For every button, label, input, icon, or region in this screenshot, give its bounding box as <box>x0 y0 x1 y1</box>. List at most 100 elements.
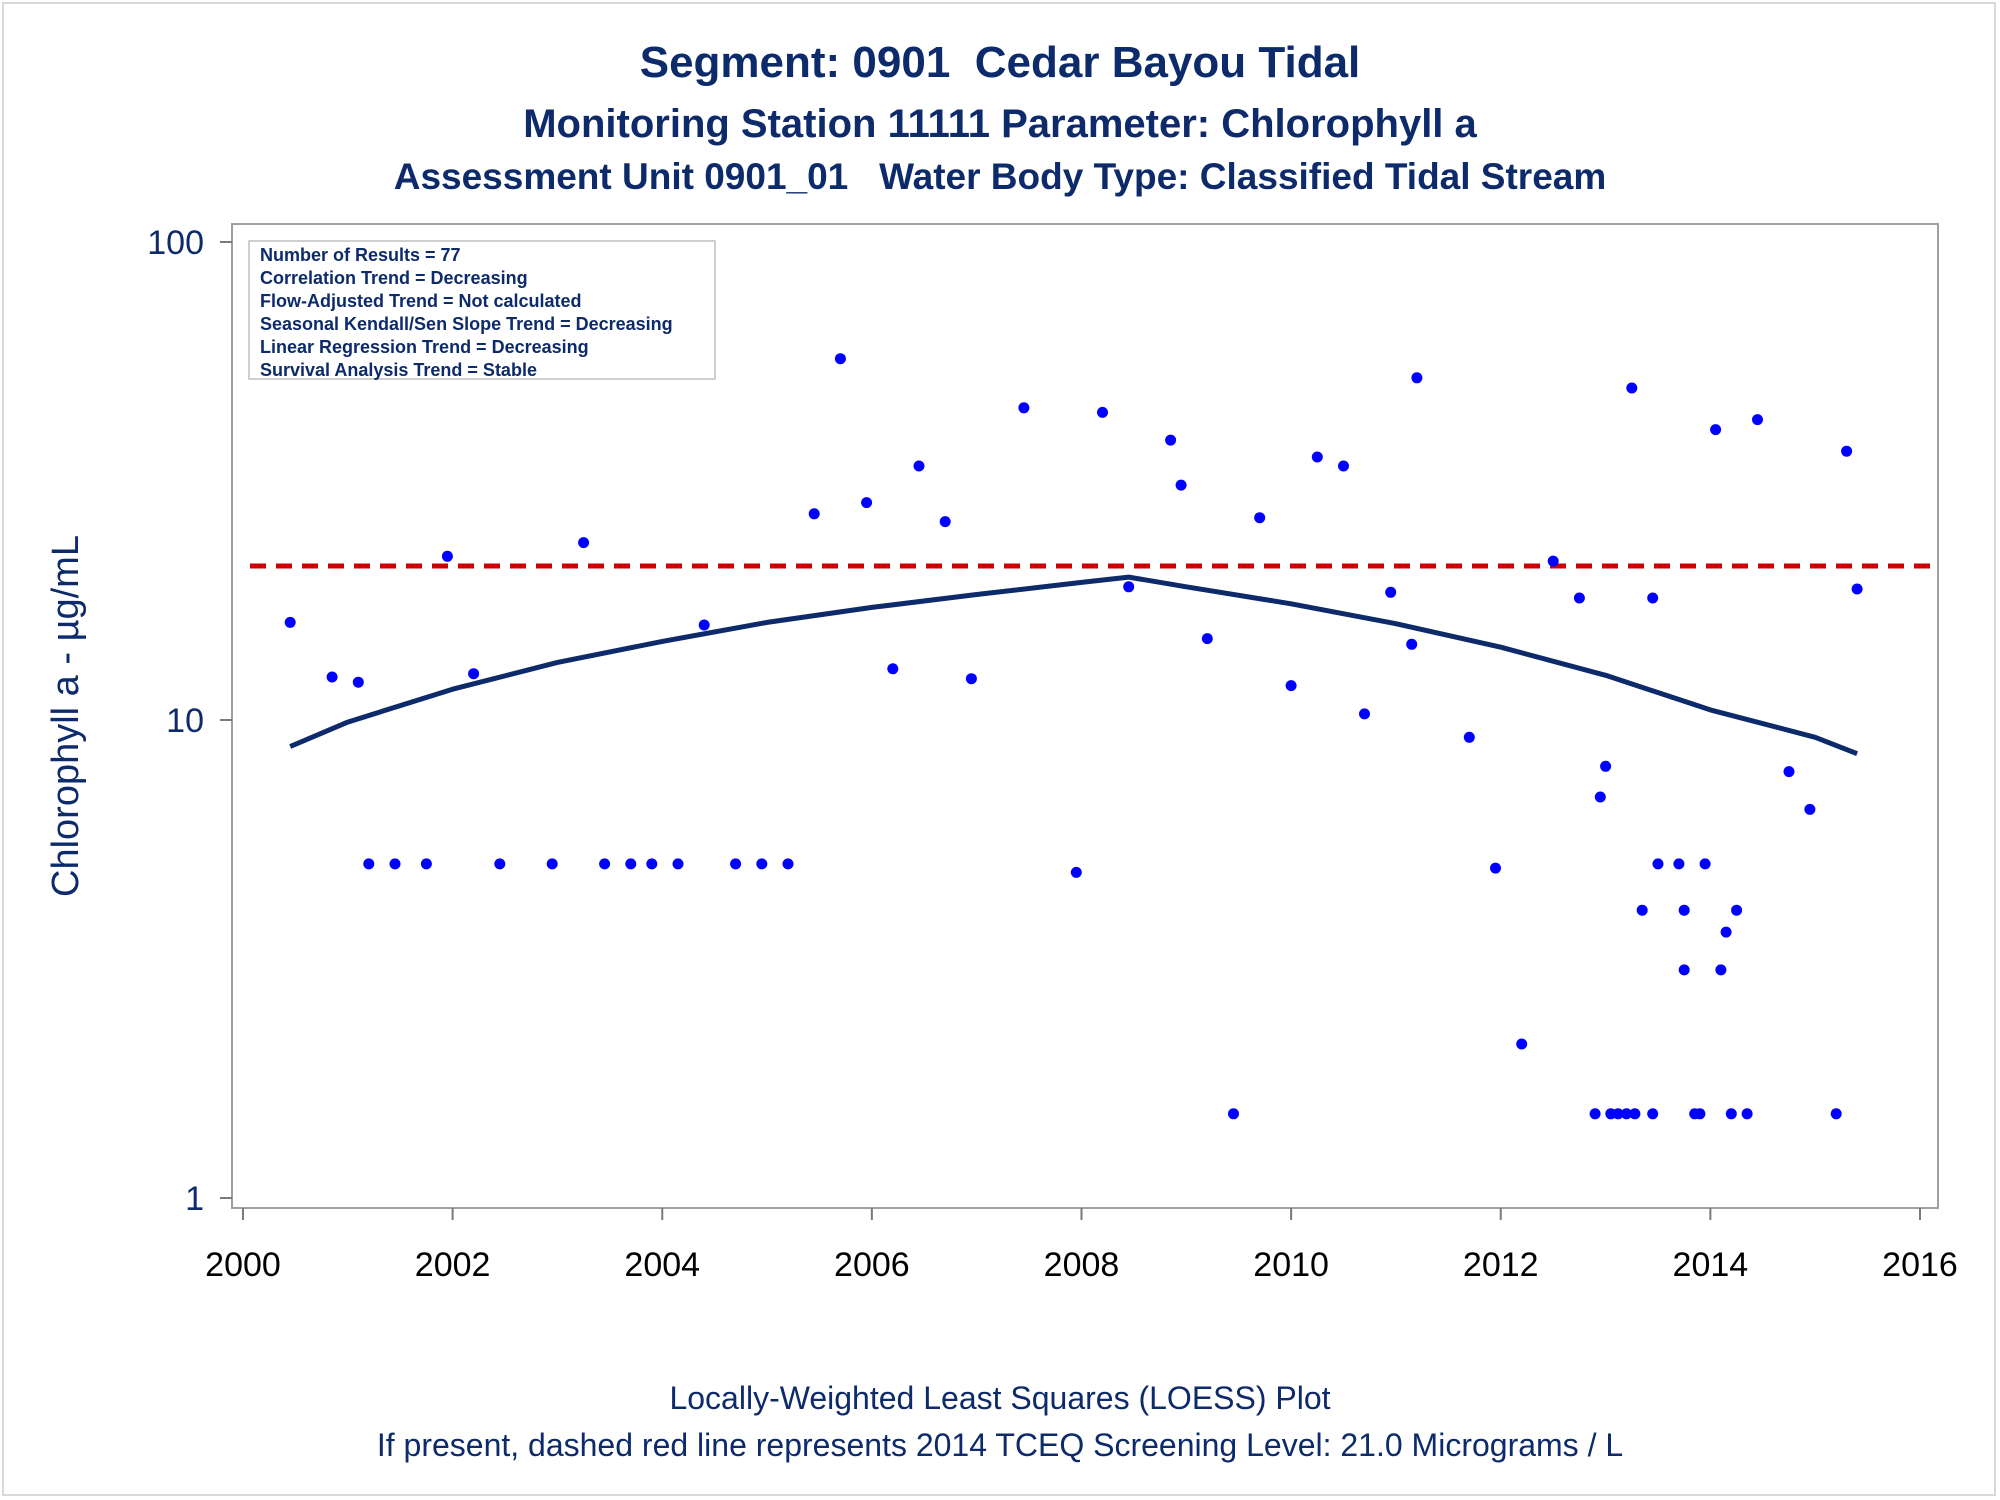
data-point-60 <box>1678 904 1690 916</box>
data-point-66 <box>1715 964 1727 976</box>
stat-correlation-trend: Correlation Trend = Decreasing <box>260 268 528 288</box>
data-point-54 <box>1626 382 1638 394</box>
data-point-15 <box>698 619 710 631</box>
data-point-38 <box>1359 708 1370 720</box>
data-point-67 <box>1720 926 1732 938</box>
data-point-14 <box>672 858 684 870</box>
data-point-33 <box>1228 1108 1239 1120</box>
data-point-29 <box>1123 581 1135 593</box>
data-point-31 <box>1175 479 1187 491</box>
data-point-13 <box>646 858 658 870</box>
data-point-6 <box>441 550 453 562</box>
data-point-34 <box>1254 512 1266 524</box>
data-point-16 <box>730 858 742 870</box>
data-point-17 <box>756 858 768 870</box>
data-point-76 <box>1851 583 1863 595</box>
data-point-9 <box>546 858 558 870</box>
stat-linear-regression-trend: Linear Regression Trend = Decreasing <box>260 337 589 357</box>
loess-curve-group <box>289 574 1859 757</box>
chart-subtitle-assessment: Assessment Unit 0901_01 Water Body Type:… <box>393 156 1607 197</box>
data-point-4 <box>389 858 401 870</box>
data-point-45 <box>1547 555 1559 567</box>
y-tick-label-10: 10 <box>166 702 204 740</box>
data-point-1 <box>326 671 338 683</box>
data-point-25 <box>965 673 977 685</box>
data-point-73 <box>1804 803 1816 815</box>
data-point-41 <box>1411 372 1423 384</box>
axes: 2000 2002 2004 2006 2008 2010 2012 2014 2016 1 10 1… <box>147 224 1958 1284</box>
data-point-48 <box>1594 791 1606 803</box>
loess-line <box>289 574 1859 757</box>
data-point-36 <box>1311 451 1323 463</box>
data-point-39 <box>1385 586 1397 598</box>
data-point-24 <box>939 516 951 528</box>
x-tick-label-2016: 2016 <box>1882 1246 1958 1284</box>
data-point-46 <box>1573 592 1585 604</box>
data-point-19 <box>808 508 820 520</box>
data-point-56 <box>1647 592 1659 604</box>
data-point-70 <box>1741 1108 1753 1120</box>
data-point-43 <box>1490 862 1501 874</box>
x-tick-label-2000: 2000 <box>205 1246 281 1284</box>
data-point-65 <box>1710 424 1722 436</box>
data-point-71 <box>1752 414 1763 426</box>
data-point-23 <box>913 460 925 472</box>
plot-area <box>231 223 1939 1209</box>
data-point-10 <box>578 537 590 549</box>
x-tick-label-2006: 2006 <box>834 1246 910 1284</box>
data-point-37 <box>1338 460 1349 472</box>
data-point-22 <box>887 663 899 675</box>
data-point-64 <box>1699 858 1711 870</box>
data-point-27 <box>1070 866 1082 878</box>
data-points-group <box>284 353 1863 1120</box>
data-point-58 <box>1647 1108 1659 1120</box>
data-point-49 <box>1600 760 1612 772</box>
data-point-26 <box>1018 402 1030 414</box>
data-point-5 <box>420 858 432 870</box>
stat-flow-adjusted-trend: Flow-Adjusted Trend = Not calculated <box>260 291 582 311</box>
data-point-32 <box>1201 633 1213 645</box>
footnote-screening-level: If present, dashed red line represents 2… <box>376 1427 1624 1463</box>
data-point-42 <box>1463 731 1475 743</box>
stat-seasonal-kendall-trend: Seasonal Kendall/Sen Slope Trend = Decre… <box>260 314 673 334</box>
x-tick-label-2014: 2014 <box>1673 1246 1749 1284</box>
data-point-30 <box>1165 434 1177 446</box>
data-point-68 <box>1725 1108 1737 1120</box>
data-point-69 <box>1731 904 1743 916</box>
x-tick-label-2002: 2002 <box>415 1246 491 1284</box>
data-point-63 <box>1694 1108 1706 1120</box>
data-point-28 <box>1097 406 1108 418</box>
x-tick-label-2004: 2004 <box>624 1246 700 1284</box>
data-point-40 <box>1406 638 1418 650</box>
y-tick-label-1: 1 <box>185 1180 204 1218</box>
data-point-47 <box>1589 1108 1601 1120</box>
data-point-52 <box>1621 1108 1632 1120</box>
stat-survival-analysis-trend: Survival Analysis Trend = Stable <box>260 360 537 380</box>
data-point-8 <box>494 858 506 870</box>
x-tick-label-2010: 2010 <box>1253 1246 1329 1284</box>
chart-subtitle-station: Monitoring Station 11111 Parameter: Chlo… <box>523 102 1477 146</box>
data-point-2 <box>352 676 364 688</box>
y-tick-label-100: 100 <box>147 224 204 262</box>
data-point-53 <box>1629 1108 1641 1120</box>
data-point-35 <box>1285 680 1297 692</box>
data-point-20 <box>834 353 846 365</box>
data-point-55 <box>1636 904 1648 916</box>
data-point-57 <box>1652 858 1664 870</box>
x-tick-label-2008: 2008 <box>1044 1246 1120 1284</box>
data-point-75 <box>1841 445 1853 457</box>
footnote-loess: Locally-Weighted Least Squares (LOESS) P… <box>669 1380 1331 1416</box>
data-point-72 <box>1783 766 1795 778</box>
data-point-11 <box>599 858 611 870</box>
x-tick-label-2012: 2012 <box>1463 1246 1539 1284</box>
y-axis-label: Chlorophyll a - µg/mL <box>45 535 87 897</box>
chart-title: Segment: 0901 Cedar Bayou Tidal <box>639 38 1361 87</box>
data-point-51 <box>1612 1108 1624 1120</box>
data-point-12 <box>625 858 637 870</box>
data-point-59 <box>1673 858 1685 870</box>
data-point-7 <box>468 668 480 680</box>
stats-legend: Number of Results = 77 Correlation Trend… <box>248 240 716 380</box>
data-point-0 <box>284 616 296 628</box>
stat-number-of-results: Number of Results = 77 <box>260 245 461 265</box>
